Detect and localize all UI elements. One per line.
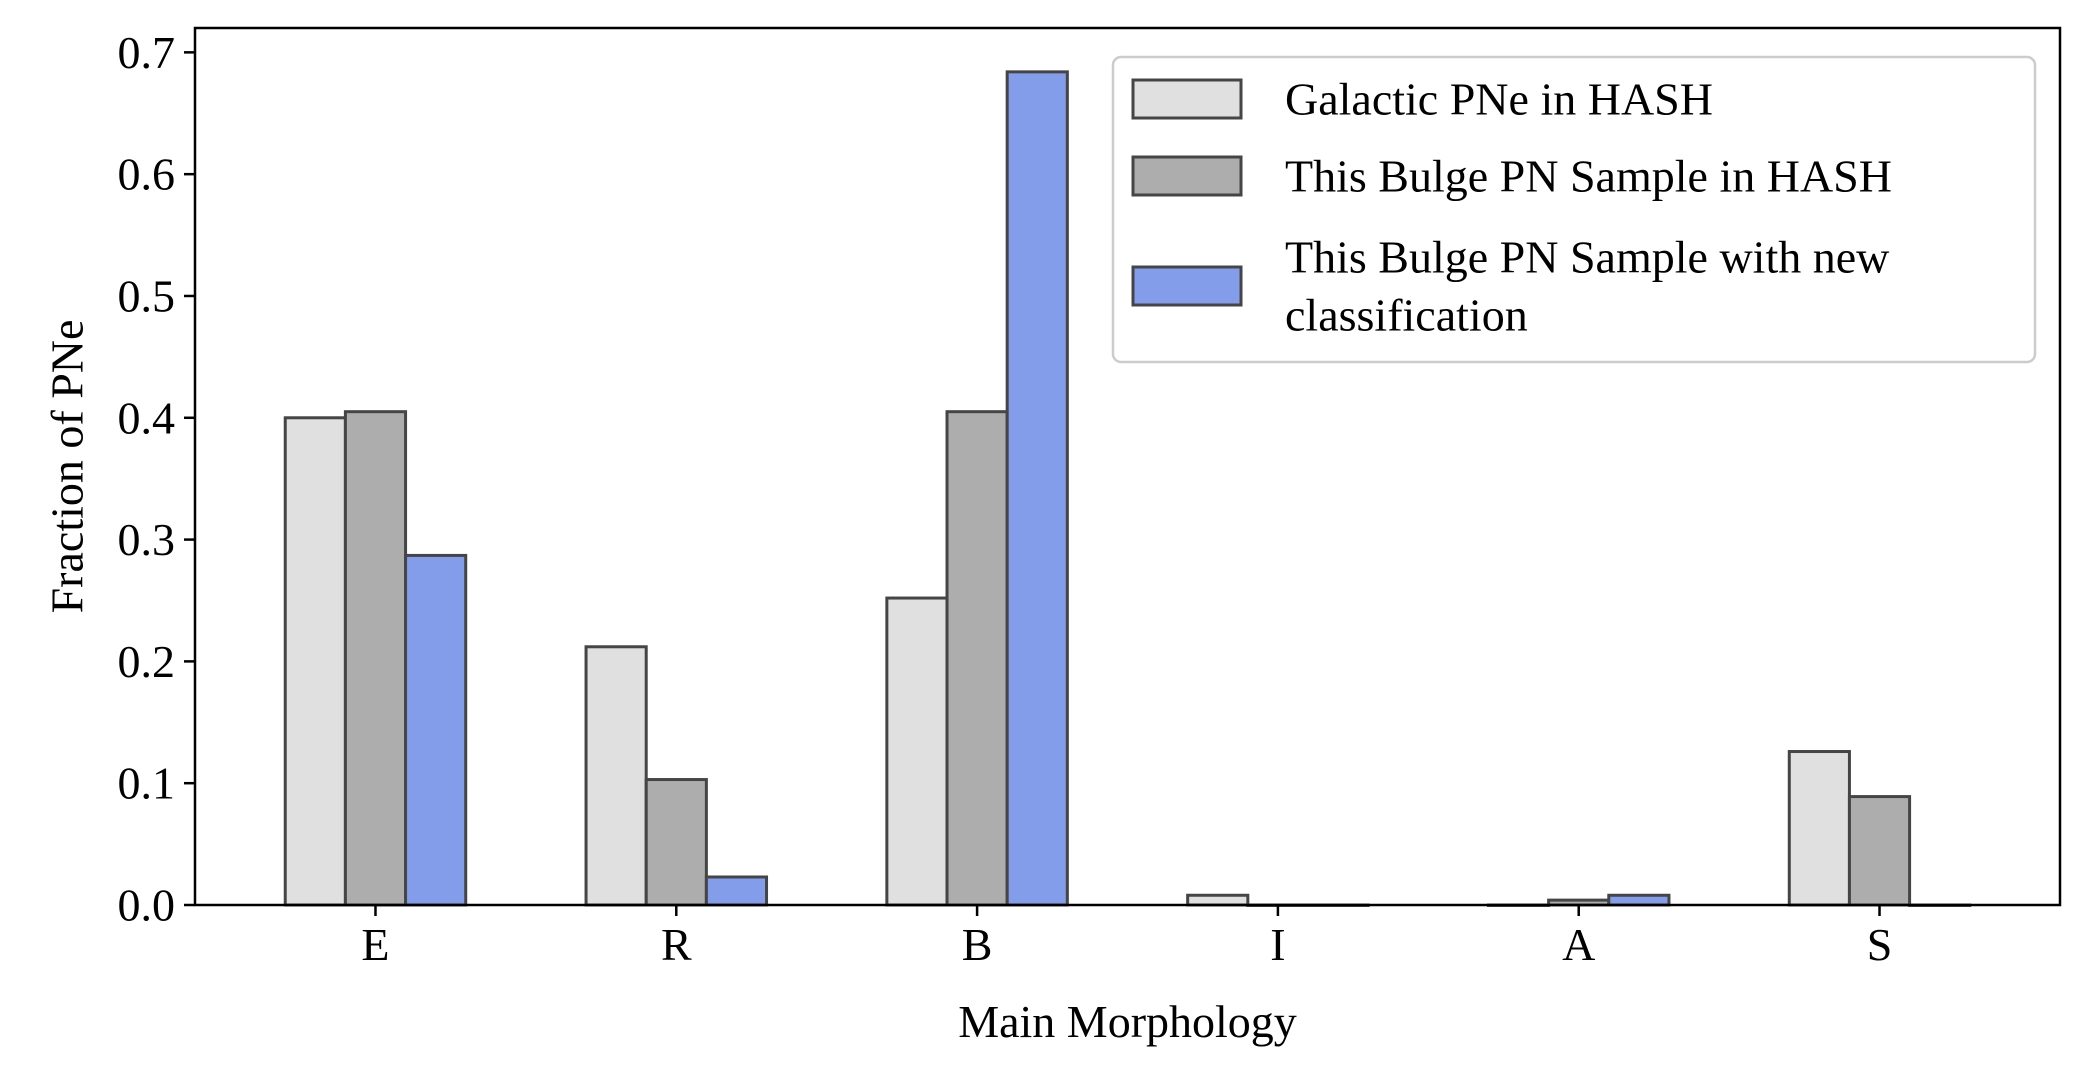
y-tick-label: 0.0 — [118, 880, 176, 931]
y-tick-label: 0.5 — [118, 270, 176, 321]
bar-S-series-2 — [1847, 795, 1912, 907]
bars-group — [283, 70, 1972, 907]
bar-R-series-1 — [584, 645, 648, 907]
legend-swatch-2 — [1131, 155, 1243, 197]
bar-B-series-3 — [1005, 70, 1069, 907]
bar-R-series-2 — [644, 778, 708, 907]
y-tick-label: 0.7 — [118, 27, 176, 78]
bar-S-series-1 — [1787, 750, 1851, 907]
legend-label-3: This Bulge PN Sample with new — [1285, 232, 1890, 283]
bar-A-series-3 — [1607, 893, 1671, 907]
bar-R-series-3 — [704, 875, 769, 907]
y-tick-label: 0.6 — [118, 149, 176, 200]
x-axis-label: Main Morphology — [958, 996, 1297, 1047]
bar-E-series-1 — [283, 416, 347, 907]
bar-B-series-2 — [945, 410, 1009, 907]
bar-E-series-3 — [404, 553, 468, 907]
x-tick-label: B — [962, 919, 993, 970]
bar-I-series-1 — [1186, 893, 1250, 907]
legend: Galactic PNe in HASH This Bulge PN Sample… — [1111, 55, 2037, 364]
bar-E-series-2 — [343, 410, 408, 907]
legend-swatch-3 — [1131, 265, 1243, 307]
y-axis-label: Fraction of PNe — [42, 320, 93, 614]
legend-swatch-1 — [1131, 78, 1243, 120]
y-tick-label: 0.4 — [118, 392, 176, 443]
y-axis: 0.0 0.1 0.2 0.3 0.4 0.5 0.6 0.7 — [118, 27, 195, 931]
y-tick-label: 0.2 — [118, 636, 176, 687]
x-tick-label: S — [1867, 919, 1893, 970]
bar-B-series-1 — [885, 596, 949, 907]
legend-box — [1111, 55, 2037, 364]
x-tick-label: R — [661, 919, 692, 970]
plot-frame — [193, 26, 2062, 907]
legend-label-1: Galactic PNe in HASH — [1285, 74, 1713, 125]
y-tick-label: 0.1 — [118, 758, 176, 809]
y-tick-label: 0.3 — [118, 514, 176, 565]
x-tick-label: E — [361, 919, 389, 970]
x-tick-label: A — [1562, 919, 1595, 970]
x-tick-label: I — [1270, 919, 1285, 970]
legend-label-3: classification — [1285, 290, 1528, 341]
legend-label-2: This Bulge PN Sample in HASH — [1285, 151, 1892, 202]
